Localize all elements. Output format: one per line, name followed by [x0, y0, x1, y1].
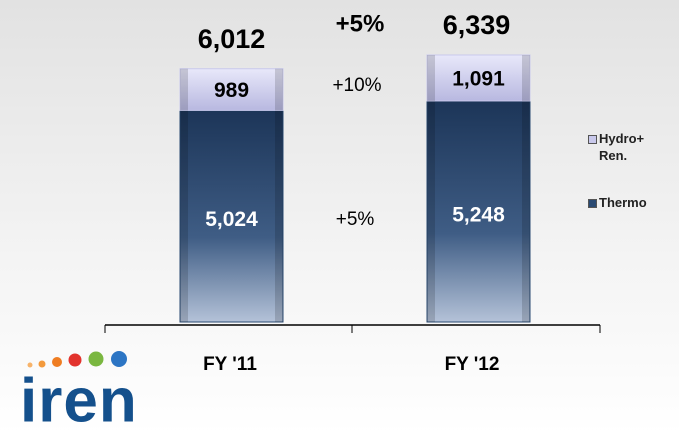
data-label: 1,091 [452, 68, 505, 91]
data-label: 5,024 [205, 208, 258, 231]
annotation: +10% [332, 75, 381, 96]
x-tick-label: FY '11 [203, 354, 257, 375]
total-label: 6,339 [443, 10, 511, 40]
logo-dots [27, 351, 127, 368]
bar-shade [180, 110, 188, 322]
bar-segment [426, 54, 531, 102]
data-label: 989 [214, 79, 249, 102]
bar-shade [522, 55, 530, 101]
bar-segment [426, 100, 531, 323]
bar-shade [427, 100, 435, 322]
legend-swatch [588, 199, 597, 208]
bar-shade [522, 100, 530, 322]
logo-text: iren [20, 366, 138, 434]
data-label: 5,248 [452, 203, 505, 226]
bar-shade [180, 68, 188, 111]
bar-shade [275, 110, 283, 322]
bar-segment [179, 68, 284, 111]
bar-segment [179, 109, 284, 323]
annotation: +5% [336, 10, 385, 37]
legend-label: Hydro+ Ren. [599, 131, 645, 163]
legend-label: Thermo [599, 195, 647, 210]
bar-shade [427, 55, 435, 101]
x-tick-label: FY '12 [445, 354, 500, 375]
annotation: +5% [336, 209, 375, 230]
bar-shade [275, 68, 283, 111]
legend-swatch [588, 135, 597, 144]
total-label: 6,012 [198, 24, 266, 54]
